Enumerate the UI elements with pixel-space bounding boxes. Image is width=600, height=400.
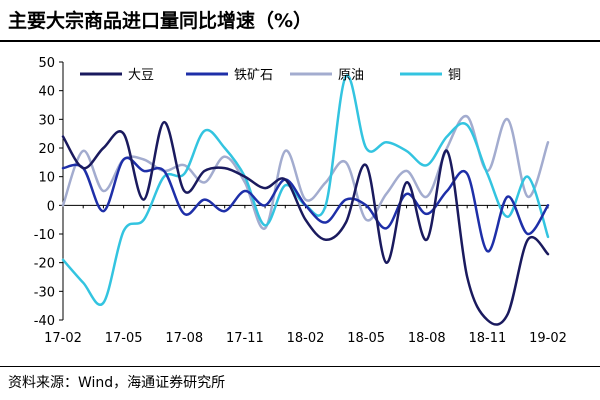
legend: 大豆 铁矿石 原油 铜 (80, 68, 461, 83)
series-line-0 (61, 120, 550, 326)
x-tick-label: 18-05 (347, 331, 385, 346)
x-tick-label: 18-02 (287, 331, 325, 346)
y-tick-label: -40 (34, 314, 55, 329)
plot-area: 50 40 30 20 10 0 -10 -20 -30 -40 17-02 17-05 17-08 17… (34, 56, 567, 346)
y-tick-label: 30 (38, 113, 55, 128)
legend-label: 铜 (448, 68, 461, 83)
x-tick-label: 17-11 (226, 331, 264, 346)
legend-label: 原油 (338, 68, 364, 83)
x-tick-label: 17-08 (165, 331, 203, 346)
x-tick-label: 17-02 (44, 331, 82, 346)
series-line-2 (61, 114, 550, 230)
x-tick-label: 18-08 (408, 331, 446, 346)
y-tick-label: 0 (47, 199, 55, 214)
source-rule (0, 366, 600, 367)
y-tick-label: -30 (34, 285, 55, 300)
x-tick-label: 19-02 (529, 331, 567, 346)
chart-title: 主要大宗商品进口量同比增速（%） (8, 10, 313, 32)
legend-label: 大豆 (128, 68, 154, 83)
series-line-1 (61, 156, 550, 253)
y-tick-label: -10 (34, 228, 55, 243)
y-tick-label: 20 (38, 142, 55, 157)
y-tick-label: 10 (38, 171, 55, 186)
line-chart: 50 40 30 20 10 0 -10 -20 -30 -40 17-02 17-05 17-08 17… (34, 56, 567, 346)
legend-label: 铁矿石 (234, 68, 273, 83)
y-tick-label: 50 (38, 56, 55, 71)
source-note: 资料来源：Wind，海通证券研究所 (8, 375, 226, 391)
series-line-3 (61, 74, 550, 306)
x-tick-label: 17-05 (105, 331, 143, 346)
y-tick-label: 40 (38, 85, 55, 100)
title-rule (0, 40, 600, 42)
x-tick-label: 18-11 (468, 331, 506, 346)
y-tick-label: -20 (34, 257, 55, 272)
